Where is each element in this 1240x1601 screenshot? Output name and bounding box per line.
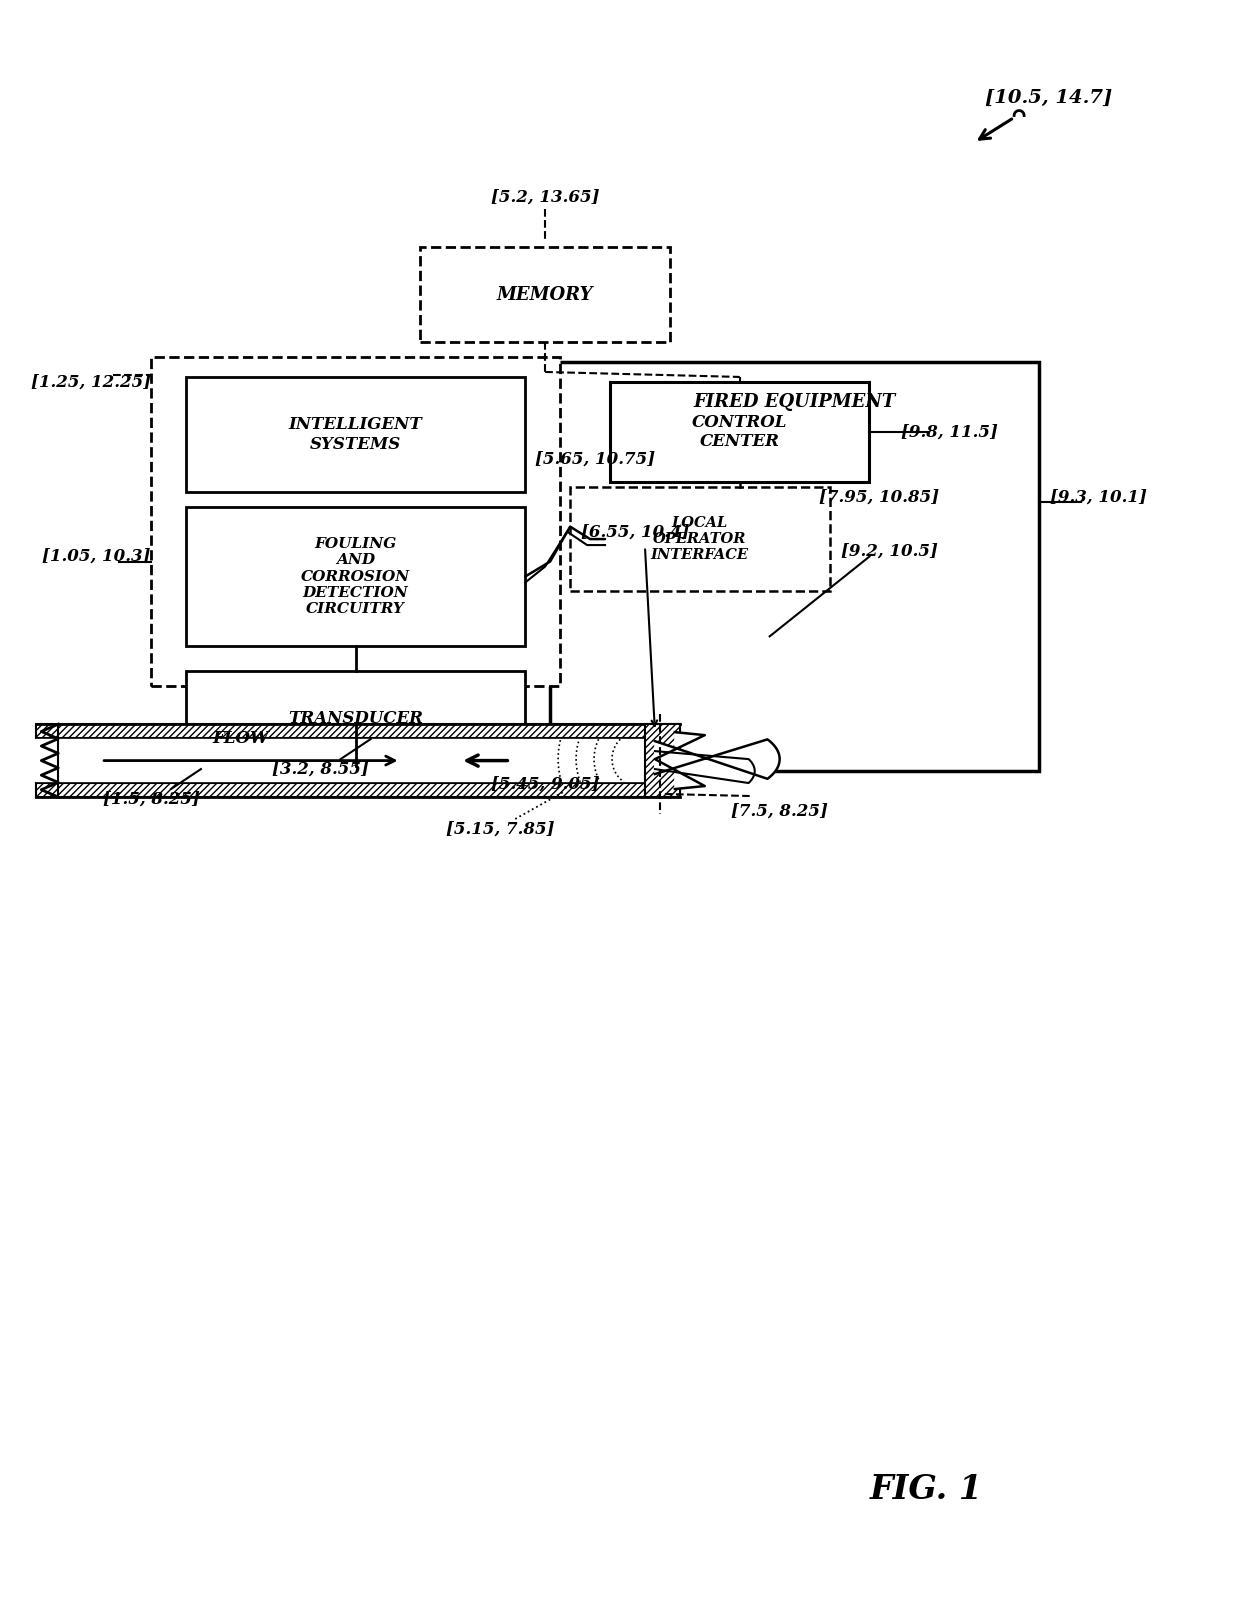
Text: [3.2, 8.55]: [3.2, 8.55] (273, 760, 370, 778)
Bar (36, 783, 680, 797)
Bar (36, 738, 680, 783)
Text: TRANSDUCER: TRANSDUCER (288, 711, 423, 727)
FancyBboxPatch shape (186, 671, 526, 765)
FancyBboxPatch shape (186, 506, 526, 647)
Text: FIG. 1: FIG. 1 (869, 1473, 982, 1507)
Text: [1.05, 10.3]: [1.05, 10.3] (42, 548, 150, 565)
Text: [10.5, 14.7]: [10.5, 14.7] (986, 88, 1112, 107)
Text: [5.15, 7.85]: [5.15, 7.85] (446, 820, 554, 837)
Polygon shape (655, 732, 704, 789)
Text: [1.25, 12.25]: [1.25, 12.25] (31, 373, 151, 391)
Polygon shape (655, 740, 780, 778)
Text: [5.65, 10.75]: [5.65, 10.75] (534, 450, 655, 467)
Text: [7.5, 8.25]: [7.5, 8.25] (732, 802, 828, 820)
Text: [1.5, 8.25]: [1.5, 8.25] (103, 791, 200, 807)
Text: [5.45, 9.05]: [5.45, 9.05] (491, 775, 599, 792)
Bar (36, 724, 680, 738)
FancyBboxPatch shape (570, 487, 830, 591)
Text: [9.8, 11.5]: [9.8, 11.5] (900, 423, 998, 440)
FancyBboxPatch shape (151, 357, 560, 687)
Text: [6.55, 10.4]: [6.55, 10.4] (580, 524, 689, 540)
FancyBboxPatch shape (186, 376, 526, 492)
Text: [9.2, 10.5]: [9.2, 10.5] (841, 543, 937, 560)
Text: CONTROL
CENTER: CONTROL CENTER (692, 413, 787, 450)
Text: [1.05, 9.2]: [1.05, 9.2] (47, 725, 145, 743)
Text: MEMORY: MEMORY (497, 285, 594, 304)
FancyBboxPatch shape (551, 362, 1039, 772)
Text: [7.95, 10.85]: [7.95, 10.85] (820, 488, 940, 506)
Text: [9.3, 10.1]: [9.3, 10.1] (1050, 488, 1147, 506)
Text: FOULING
AND
CORROSION
DETECTION
CIRCUITRY: FOULING AND CORROSION DETECTION CIRCUITR… (301, 536, 410, 616)
Text: LOCAL
OPERATOR
INTERFACE: LOCAL OPERATOR INTERFACE (651, 516, 749, 562)
Text: [5.2, 13.65]: [5.2, 13.65] (491, 189, 599, 207)
FancyBboxPatch shape (420, 247, 670, 343)
Bar (645, 724, 680, 797)
FancyBboxPatch shape (610, 383, 869, 482)
Polygon shape (655, 751, 755, 783)
Text: FLOW: FLOW (212, 730, 269, 748)
Text: FIRED EQUIPMENT: FIRED EQUIPMENT (693, 392, 895, 411)
Text: INTELLIGENT
SYSTEMS: INTELLIGENT SYSTEMS (289, 416, 423, 453)
